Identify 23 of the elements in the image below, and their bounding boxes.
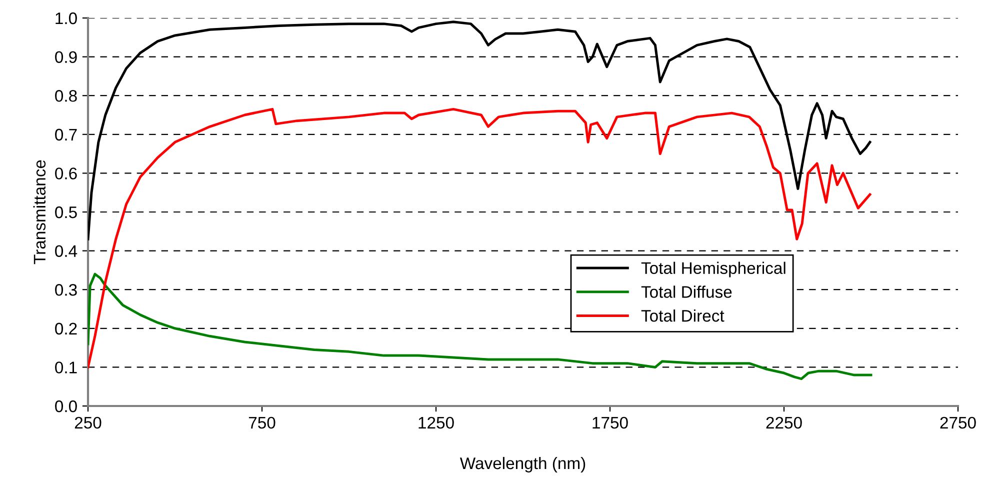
x-tick-label: 750	[248, 416, 276, 429]
y-tick-label: 1.0	[56, 12, 77, 24]
legend-label: Total Diffuse	[641, 286, 732, 298]
y-tick-label: 0.3	[55, 284, 77, 296]
x-tick-label: 2750	[940, 416, 976, 429]
x-tick-label: 1250	[418, 416, 454, 429]
y-tick-label: 0.1	[55, 362, 77, 374]
y-tick-label: 0.6	[55, 168, 77, 180]
legend-label: Total Hemispherical	[641, 262, 786, 278]
legend-label: Total Direct	[641, 310, 724, 322]
y-tick-label: 0.0	[55, 400, 77, 412]
x-tick-label: 1750	[592, 416, 628, 429]
y-tick-label: 0.4	[55, 245, 78, 258]
line-series	[88, 108, 872, 368]
y-axis-title: Transmittance	[33, 160, 46, 264]
y-tick-label: 0.8	[55, 90, 77, 102]
x-tick-label: 250	[74, 416, 102, 429]
y-tick-label: 0.9	[55, 51, 77, 64]
x-tick-label: 2250	[766, 416, 802, 429]
y-tick-label: 0.2	[55, 322, 77, 335]
y-tick-label: 0.7	[55, 128, 77, 141]
y-tick-label: 0.5	[55, 206, 77, 218]
x-axis-title: Wavelength (nm)	[460, 456, 586, 472]
